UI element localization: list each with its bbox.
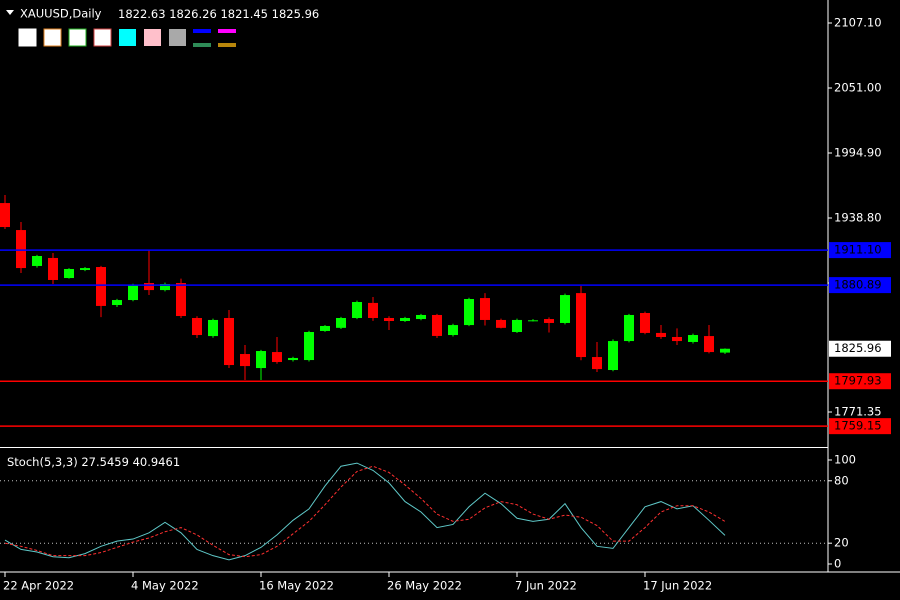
candle-body bbox=[208, 319, 218, 337]
level-tag bbox=[829, 242, 891, 259]
level-label: 1797.93 bbox=[834, 374, 882, 388]
x-tick-label: 26 May 2022 bbox=[387, 579, 462, 593]
level-tag bbox=[829, 277, 891, 294]
candle-body bbox=[160, 284, 170, 291]
candle-body bbox=[192, 317, 202, 336]
candle-body bbox=[512, 319, 522, 333]
level-label: 1911.10 bbox=[834, 243, 882, 257]
current-price-tag bbox=[829, 340, 891, 357]
candle-body bbox=[32, 256, 42, 266]
candle-body bbox=[0, 203, 10, 228]
icon[interactable] bbox=[43, 28, 62, 47]
symbol-title: XAUUSD,Daily bbox=[20, 7, 102, 21]
candle-body bbox=[672, 336, 682, 342]
candle-body bbox=[80, 268, 90, 271]
y-tick-label: 100 bbox=[834, 452, 856, 466]
candle-body bbox=[432, 314, 442, 336]
indicator-title: Stoch(5,3,3) bbox=[7, 455, 78, 469]
candle-body bbox=[624, 314, 634, 342]
candle-body bbox=[640, 313, 650, 333]
y-tick-label: 0 bbox=[834, 556, 841, 570]
candle-body bbox=[336, 317, 346, 328]
icon[interactable] bbox=[218, 43, 236, 47]
candle-body bbox=[688, 335, 698, 342]
candle-body bbox=[704, 336, 714, 353]
y-tick-label: 1938.80 bbox=[834, 211, 882, 225]
candle-body bbox=[720, 348, 730, 353]
candle-body bbox=[496, 319, 506, 328]
icon[interactable] bbox=[193, 29, 211, 33]
icon[interactable] bbox=[169, 29, 186, 46]
icon[interactable] bbox=[144, 29, 161, 46]
indicator-main: 27.5459 bbox=[81, 455, 129, 469]
y-tick-label: 2107.10 bbox=[834, 16, 882, 30]
quote-low: 1821.45 bbox=[220, 7, 268, 21]
candle-body bbox=[144, 283, 154, 291]
candle-body bbox=[384, 317, 394, 322]
icon[interactable] bbox=[68, 28, 87, 47]
quote-close: 1825.96 bbox=[272, 7, 320, 21]
candle-body bbox=[320, 325, 330, 331]
quote-high: 1826.26 bbox=[169, 7, 217, 21]
candle-body bbox=[544, 319, 554, 323]
candle-body bbox=[128, 284, 138, 301]
x-tick-label: 7 Jun 2022 bbox=[515, 579, 577, 593]
candle-body bbox=[304, 332, 314, 361]
candle-body bbox=[560, 295, 570, 323]
icon[interactable] bbox=[18, 28, 37, 47]
stoch-line bbox=[4, 462, 726, 561]
icon[interactable] bbox=[218, 29, 236, 33]
candle-body bbox=[608, 341, 618, 371]
x-tick-label: 22 Apr 2022 bbox=[3, 579, 74, 593]
candle-body bbox=[464, 298, 474, 326]
level-label: 1880.89 bbox=[834, 278, 882, 292]
x-tick-label: 17 Jun 2022 bbox=[643, 579, 712, 593]
icon[interactable] bbox=[119, 29, 136, 46]
candle-body bbox=[352, 302, 362, 318]
candle-body bbox=[48, 257, 58, 280]
y-tick-label: 80 bbox=[834, 473, 849, 487]
y-tick-label: 1771.35 bbox=[834, 405, 882, 419]
indicator-label: Stoch(5,3,3) 27.5459 40.9461 bbox=[7, 455, 180, 469]
candle-body bbox=[480, 298, 490, 320]
candle-body bbox=[16, 230, 26, 269]
y-tick-label: 2051.00 bbox=[834, 81, 882, 95]
candle-body bbox=[416, 314, 426, 320]
y-tick-label: 20 bbox=[834, 536, 849, 550]
candle-body bbox=[240, 354, 250, 367]
candle-body bbox=[368, 302, 378, 318]
candle-body bbox=[592, 357, 602, 370]
quote: 1822.63 1826.26 1821.45 1825.96 bbox=[118, 7, 319, 21]
candle-body bbox=[656, 332, 666, 337]
candle-body bbox=[576, 293, 586, 358]
level-tag bbox=[829, 373, 891, 390]
candle-body bbox=[112, 300, 122, 306]
toolbar-icons bbox=[18, 28, 236, 47]
y-tick-label: 1994.90 bbox=[834, 146, 882, 160]
candle-body bbox=[272, 352, 282, 363]
candle-body bbox=[96, 267, 106, 306]
icon[interactable] bbox=[193, 43, 211, 47]
candle-body bbox=[176, 283, 186, 317]
icon[interactable] bbox=[93, 28, 112, 47]
candle-body bbox=[288, 357, 298, 361]
candle-body bbox=[64, 268, 74, 279]
candle-body bbox=[256, 351, 266, 369]
indicator-signal: 40.9461 bbox=[133, 455, 181, 469]
x-tick-label: 16 May 2022 bbox=[259, 579, 334, 593]
quote-open: 1822.63 bbox=[118, 7, 166, 21]
candle-body bbox=[528, 320, 538, 322]
current-price-label: 1825.96 bbox=[834, 341, 882, 355]
stoch-line bbox=[4, 465, 726, 558]
level-tag bbox=[829, 418, 891, 435]
level-label: 1759.15 bbox=[834, 419, 882, 433]
menu-arrow[interactable] bbox=[6, 10, 14, 15]
candle-body bbox=[224, 317, 234, 366]
candle-body bbox=[400, 317, 410, 322]
candle-body bbox=[448, 325, 458, 336]
x-tick-label: 4 May 2022 bbox=[131, 579, 199, 593]
